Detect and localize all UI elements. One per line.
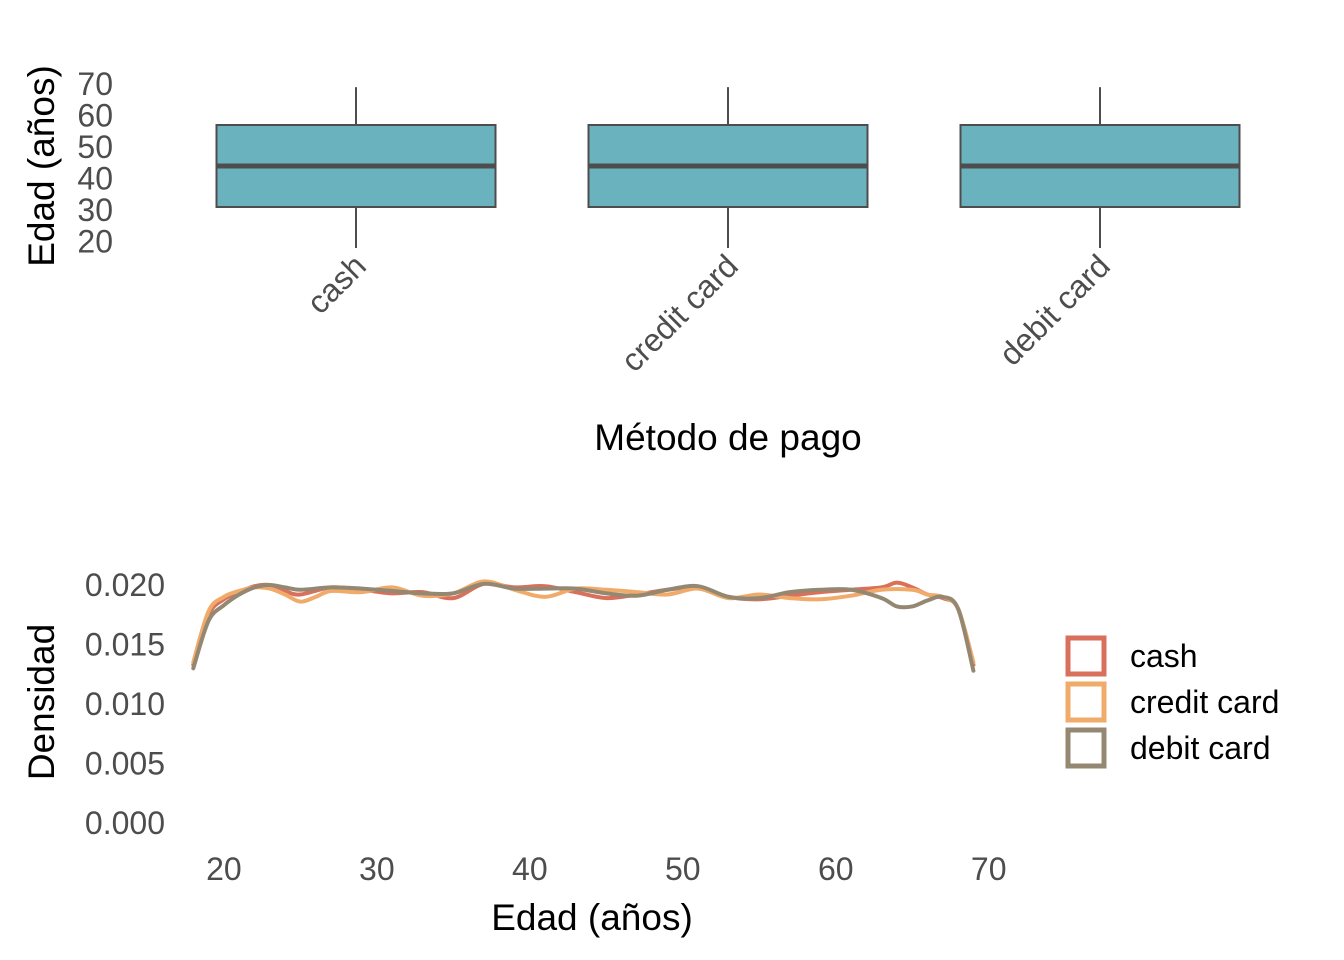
boxplot-y-axis-title: Edad (años) xyxy=(21,65,62,267)
boxplot-x-tick-label: cash xyxy=(300,247,373,320)
legend-key-2 xyxy=(1065,727,1107,769)
density-y-tick-label: 0.020 xyxy=(85,567,165,603)
boxplot-x-tick-label: debit card xyxy=(992,247,1117,372)
boxplot-y-tick-label: 30 xyxy=(77,192,113,228)
boxplot-x-tick-label: credit card xyxy=(614,247,745,378)
density-y-tick-label: 0.005 xyxy=(85,746,165,782)
legend-label-0: cash xyxy=(1130,638,1198,674)
boxplot-y-tick-label: 20 xyxy=(77,224,113,260)
boxplot-x-axis-title: Método de pago xyxy=(594,417,861,458)
legend-key-0 xyxy=(1065,635,1107,677)
density-y-axis-title: Densidad xyxy=(21,624,62,780)
density-x-tick-label: 60 xyxy=(818,851,854,887)
legend: cash credit card debit card xyxy=(1065,635,1279,769)
boxplot-y-tick-label: 70 xyxy=(77,66,113,102)
boxplot-y-tick-label: 60 xyxy=(77,98,113,134)
boxplot-y-tick-label: 50 xyxy=(77,129,113,165)
legend-key-1 xyxy=(1065,681,1107,723)
density-x-axis-title: Edad (años) xyxy=(491,897,693,938)
density-x-tick-label: 50 xyxy=(665,851,701,887)
density-y-tick-label: 0.010 xyxy=(85,686,165,722)
density-line-1 xyxy=(191,579,976,665)
density-y-tick-label: 0.015 xyxy=(85,627,165,663)
density-line-2 xyxy=(191,581,976,673)
density-x-tick-label: 70 xyxy=(971,851,1007,887)
legend-label-1: credit card xyxy=(1130,684,1279,720)
density-y-tick-label: 0.000 xyxy=(85,805,165,841)
density-x-tick-label: 20 xyxy=(206,851,242,887)
density-x-tick-label: 30 xyxy=(359,851,395,887)
density-panel: 20 30 40 50 60 70 0.000 0.005 0.010 0.015 0.020 xyxy=(85,567,1007,887)
boxplot-y-tick-label: 40 xyxy=(77,161,113,197)
density-x-tick-label: 40 xyxy=(512,851,548,887)
legend-label-2: debit card xyxy=(1130,730,1271,766)
